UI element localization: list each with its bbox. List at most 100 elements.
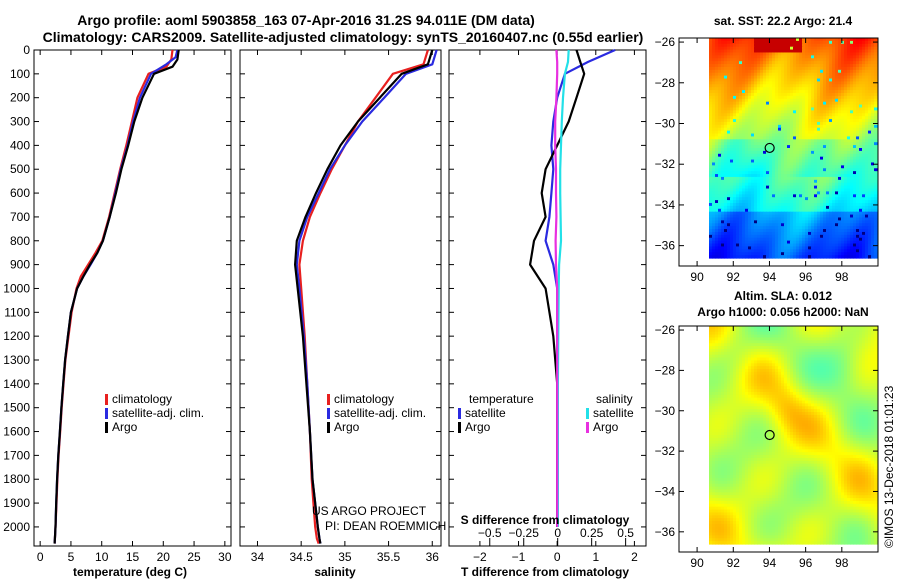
sla-map-panel: 90 92 94 96 98 −26 −28 −30 −32 −34 −36 <box>655 323 879 570</box>
y-tick-label: 1400 <box>3 377 30 391</box>
x-tick-label: 20 <box>157 550 171 564</box>
x-tick-label: −2 <box>473 550 487 564</box>
x-tick-label: 10 <box>95 550 109 564</box>
map-x-tick-label: 96 <box>799 270 813 284</box>
series-line-argo <box>294 49 434 544</box>
map-y-tick-label: −32 <box>655 157 676 171</box>
y-tick-label: 1100 <box>4 305 30 319</box>
map-field <box>709 326 878 545</box>
credit-project: US ARGO PROJECT <box>312 504 427 518</box>
plot-frame <box>239 49 442 547</box>
x-tick-label: 1 <box>592 550 599 564</box>
legend-label: climatology <box>334 392 394 406</box>
x-tick-label: 36 <box>426 550 440 564</box>
salinity-x-axis-label: salinity <box>314 565 356 579</box>
legend-label: Argo <box>112 420 138 434</box>
map-y-tick-label: −28 <box>655 76 676 90</box>
legend-title-salinity: salinity <box>596 392 633 406</box>
difference-profile-panel: −2 −1 0 1 2−0.5 −0.25 0 0.25 0.5temperaturesatel… <box>448 48 647 564</box>
y-tick-label: 1500 <box>3 401 30 415</box>
x-tick-label: 30 <box>218 550 232 564</box>
sst-map-title: sat. SST: 22.2 Argo: 21.4 <box>714 14 853 28</box>
y-tick-label: 1900 <box>3 496 30 510</box>
legend-swatch <box>105 394 108 405</box>
map-x-tick-label: 94 <box>763 270 777 284</box>
y-tick-label: 600 <box>10 186 30 200</box>
legend-swatch <box>458 422 461 433</box>
sla-map-title-line2: Argo h1000: 0.056 h2000: NaN <box>697 305 868 319</box>
legend-swatch <box>105 422 108 433</box>
credit-pi: PI: DEAN ROEMMICH <box>325 519 446 533</box>
map-x-tick-label: 90 <box>690 556 704 570</box>
legend-label: climatology <box>112 392 172 406</box>
y-tick-label: 1000 <box>3 281 30 295</box>
y-tick-label: 1600 <box>3 425 30 439</box>
map-x-tick-label: 98 <box>835 270 849 284</box>
sst-map-panel: 90 92 94 96 98 −26 −28 −30 −32 −34 −36 <box>655 35 879 284</box>
salinity-diff-tick-label: 0.25 <box>580 526 604 540</box>
legend-title-temperature: temperature <box>469 392 534 406</box>
x-tick-label: 34 <box>251 550 265 564</box>
map-y-tick-label: −30 <box>655 117 676 131</box>
x-tick-label: 0 <box>554 550 561 564</box>
x-tick-label: 15 <box>126 550 140 564</box>
y-tick-label: 400 <box>10 138 30 152</box>
sla-map-title-line1: Altim. SLA: 0.012 <box>734 289 832 303</box>
map-y-tick-label: −28 <box>655 363 676 377</box>
legend-label: satellite <box>593 406 634 420</box>
legend-label: satellite-adj. clim. <box>112 406 204 420</box>
map-x-tick-label: 92 <box>727 556 741 570</box>
x-tick-label: 35.5 <box>377 550 401 564</box>
figure-title-line2: Climatology: CARS2009. Satellite-adjuste… <box>43 29 644 45</box>
x-tick-label: 35 <box>338 550 352 564</box>
y-tick-label: 2000 <box>3 520 30 534</box>
temperature-profile-panel: 0 5 10 15 20 25 300100200300400500600700800900… <box>3 43 232 564</box>
x-tick-label: 2 <box>631 550 638 564</box>
y-tick-label: 1800 <box>3 472 30 486</box>
y-tick-label: 100 <box>10 67 30 81</box>
map-y-tick-label: −32 <box>655 444 676 458</box>
map-y-tick-label: −26 <box>655 323 676 337</box>
legend-swatch <box>327 394 330 405</box>
map-y-tick-label: −36 <box>655 239 676 253</box>
map-frame <box>678 37 879 267</box>
y-tick-label: 500 <box>10 162 30 176</box>
legend-swatch <box>327 408 330 419</box>
legend-swatch <box>586 408 589 419</box>
map-x-tick-label: 94 <box>763 556 777 570</box>
legend-swatch <box>327 422 330 433</box>
map-y-tick-label: −34 <box>655 484 676 498</box>
y-tick-label: 900 <box>10 258 30 272</box>
map-x-tick-label: 92 <box>727 270 741 284</box>
series-line-argo <box>53 49 180 544</box>
legend-label: satellite-adj. clim. <box>334 406 426 420</box>
legend-label: Argo <box>593 420 619 434</box>
y-tick-label: 200 <box>10 91 30 105</box>
map-field <box>709 38 878 259</box>
legend-label: Argo <box>334 420 360 434</box>
imos-stamp: ©IMOS 13-Dec-2018 01:01:23 <box>882 385 896 548</box>
salinity-diff-tick-label: −0.5 <box>478 526 502 540</box>
argo-location-marker <box>764 429 775 441</box>
map-x-tick-label: 96 <box>799 556 813 570</box>
salinity-diff-tick-label: 0 <box>554 526 561 540</box>
x-tick-label: −1 <box>512 550 526 564</box>
series-line-climatology <box>298 49 429 544</box>
figure-title-line1: Argo profile: aoml 5903858_163 07-Apr-20… <box>77 12 535 28</box>
map-y-tick-label: −26 <box>655 35 676 49</box>
y-tick-label: 800 <box>10 234 30 248</box>
x-tick-label: 5 <box>68 550 75 564</box>
salinity-diff-tick-label: −0.25 <box>509 526 540 540</box>
x-tick-label: 0 <box>37 550 44 564</box>
x-tick-label: 25 <box>187 550 201 564</box>
map-y-tick-label: −36 <box>655 525 676 539</box>
map-x-tick-label: 90 <box>690 270 704 284</box>
legend-label: satellite <box>465 406 506 420</box>
y-tick-label: 1700 <box>3 448 30 462</box>
temperature-x-axis-label: temperature (deg C) <box>73 565 187 579</box>
y-tick-label: 700 <box>10 210 30 224</box>
salinity-profile-panel: 34 34.5 35 35.5 36 climatologysatellite-adj. … <box>239 49 442 564</box>
map-frame <box>678 325 879 553</box>
map-x-tick-label: 98 <box>835 556 849 570</box>
